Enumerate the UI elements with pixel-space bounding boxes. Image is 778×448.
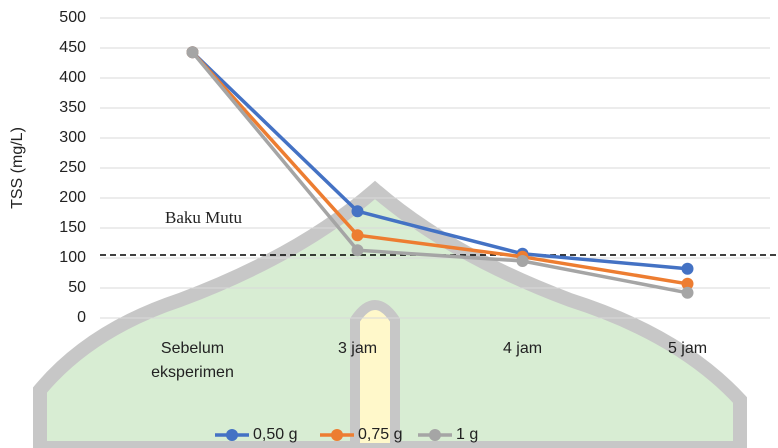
series-line <box>191 51 688 286</box>
legend-marker <box>429 429 441 441</box>
y-tick-label: 100 <box>59 249 86 266</box>
y-tick-label: 400 <box>59 69 86 86</box>
y-tick-label: 50 <box>68 279 86 296</box>
data-point <box>186 46 199 59</box>
x-tick-label: Sebelum eksperimen <box>151 340 234 381</box>
data-point <box>681 262 694 275</box>
legend-label: 0,50 g <box>253 426 297 443</box>
threshold-label: Baku Mutu <box>165 208 242 227</box>
data-point <box>516 255 529 267</box>
y-tick-label: 200 <box>59 189 86 206</box>
y-tick-label: 150 <box>59 219 86 236</box>
legend-marker <box>331 429 343 441</box>
y-tick-label: 350 <box>59 99 86 116</box>
y-axis-label: TSS (mg/L) <box>9 127 26 209</box>
y-tick-label: 300 <box>59 129 86 146</box>
y-tick-label: 0 <box>77 309 86 326</box>
data-point <box>351 205 364 218</box>
legend-label: 0,75 g <box>358 426 402 443</box>
legend-label: 1 g <box>456 426 478 443</box>
x-tick-label: 5 jam <box>667 340 708 357</box>
data-point <box>351 244 364 257</box>
y-tick-label: 250 <box>59 159 86 176</box>
x-tick-label: 4 jam <box>502 340 543 357</box>
data-point <box>681 277 694 290</box>
series-line <box>191 50 688 271</box>
data-point <box>351 229 364 242</box>
y-tick-label: 450 <box>59 39 86 56</box>
watermark <box>33 180 747 448</box>
y-tick-label: 500 <box>59 9 86 26</box>
data-point <box>681 286 694 299</box>
legend-marker <box>226 429 238 441</box>
x-tick-label: 3 jam <box>337 340 378 357</box>
series-line <box>191 51 688 295</box>
